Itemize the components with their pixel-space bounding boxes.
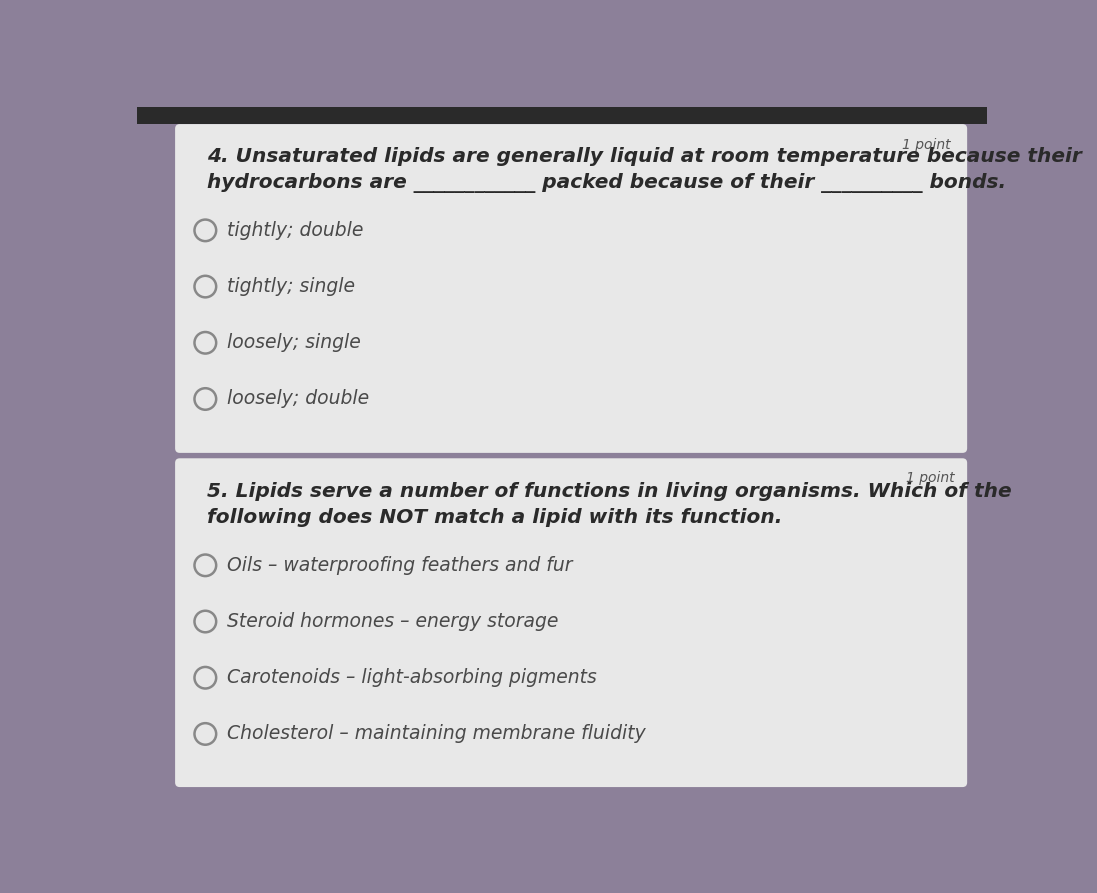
Text: hydrocarbons are ____________ packed because of their __________ bonds.: hydrocarbons are ____________ packed bec… [207, 172, 1006, 193]
Text: tightly; single: tightly; single [227, 277, 355, 296]
FancyBboxPatch shape [137, 107, 987, 124]
Text: 5. Lipids serve a number of functions in living organisms. Which of the: 5. Lipids serve a number of functions in… [207, 482, 1011, 501]
Text: 4. Unsaturated lipids are generally liquid at room temperature because their: 4. Unsaturated lipids are generally liqu… [207, 147, 1082, 166]
Text: following does NOT match a lipid with its function.: following does NOT match a lipid with it… [207, 507, 782, 527]
Text: 1 point: 1 point [902, 138, 951, 152]
Text: loosely; single: loosely; single [227, 333, 361, 352]
Text: loosely; double: loosely; double [227, 389, 370, 408]
Text: Steroid hormones – energy storage: Steroid hormones – energy storage [227, 612, 558, 631]
Text: Oils – waterproofing feathers and fur: Oils – waterproofing feathers and fur [227, 555, 573, 575]
Text: tightly; double: tightly; double [227, 221, 363, 240]
Text: 1 point: 1 point [906, 471, 954, 485]
FancyBboxPatch shape [176, 458, 968, 787]
Text: Carotenoids – light-absorbing pigments: Carotenoids – light-absorbing pigments [227, 668, 597, 688]
Text: Cholesterol – maintaining membrane fluidity: Cholesterol – maintaining membrane fluid… [227, 724, 646, 744]
FancyBboxPatch shape [176, 124, 968, 453]
